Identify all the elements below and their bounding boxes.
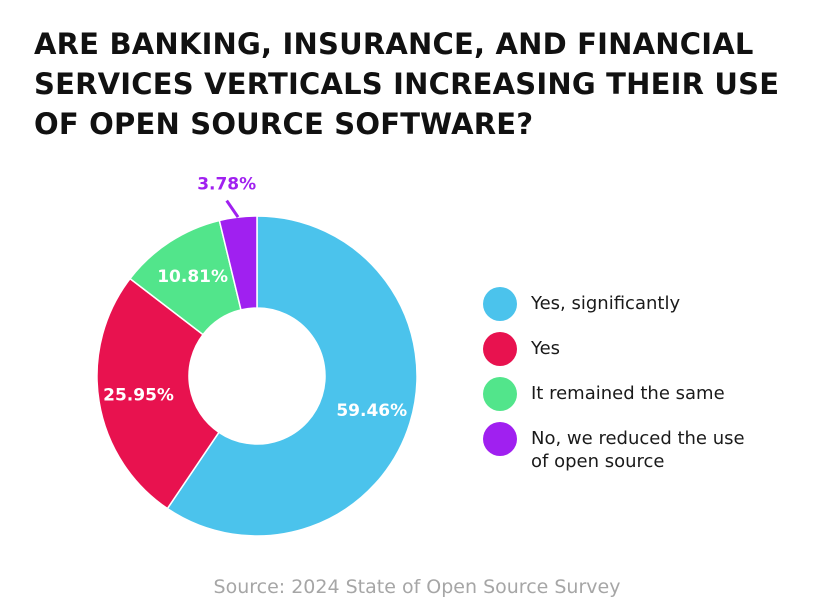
legend-label: Yes [531,338,561,359]
chart-title-line: ARE BANKING, INSURANCE, AND FINANCIAL [34,27,754,61]
slice-yes [96,277,220,510]
source-note: Source: 2024 State of Open Source Survey [213,576,621,598]
chart-legend: Yes, significantly Yes It remained the s… [483,283,813,478]
legend-item: Yes, significantly [483,283,813,328]
data-label: 10.81% [157,267,228,287]
chart-title-line: OF OPEN SOURCE SOFTWARE? [34,107,534,141]
data-label: 59.46% [336,401,407,421]
legend-item: No, we reduced the use of open source [483,418,813,478]
legend-swatch [483,377,517,411]
slice-yes-significantly [166,215,418,537]
slice-reduced [218,215,258,311]
legend-label: No, we reduced the use of open source [531,428,745,472]
legend-swatch [483,332,517,366]
legend-swatch [483,422,517,456]
legend-label: Yes, significantly [531,293,681,314]
data-label: 25.95% [103,385,174,405]
legend-item: It remained the same [483,373,813,418]
legend-swatch [483,287,517,321]
data-label: 3.78% [197,175,256,195]
leader-line [225,199,240,218]
legend-label: It remained the same [531,383,725,404]
legend-item: Yes [483,328,813,373]
chart-title-line: SERVICES VERTICALS INCREASING THEIR USE [34,67,780,101]
chart-title: ARE BANKING, INSURANCE, AND FINANCIAL SE… [34,24,814,144]
